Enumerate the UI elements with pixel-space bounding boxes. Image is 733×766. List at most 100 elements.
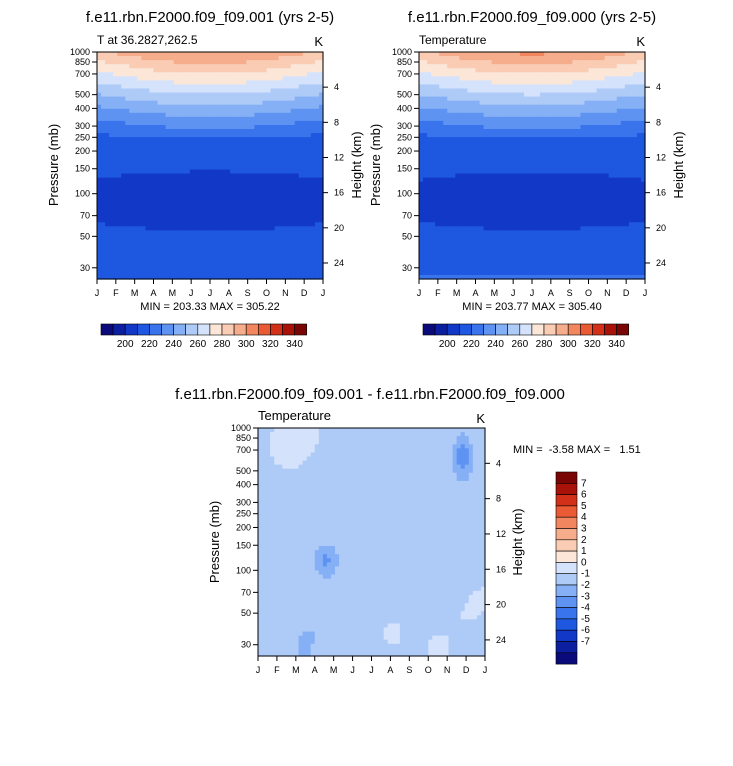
field-cell <box>628 56 634 61</box>
field-cell <box>278 254 284 260</box>
field-cell <box>544 52 549 57</box>
field-cell <box>153 189 159 195</box>
colorbar-tick-label: 200 <box>117 339 134 350</box>
field-cell <box>314 230 320 236</box>
field-cell <box>157 270 163 276</box>
field-cell <box>568 88 573 94</box>
field-cell <box>632 161 638 167</box>
field-cell <box>133 173 138 179</box>
field-cell <box>487 88 493 94</box>
field-cell <box>318 218 324 223</box>
field-cell <box>157 112 163 118</box>
field-cell <box>290 274 296 280</box>
field-cell <box>294 96 300 102</box>
field-cell <box>532 165 537 171</box>
field-cell <box>419 133 424 138</box>
field-cell <box>201 96 207 102</box>
field-cell <box>230 177 235 183</box>
field-cell <box>97 149 102 154</box>
field-cell <box>262 173 268 179</box>
field-cell <box>262 129 268 134</box>
field-cell <box>294 177 300 183</box>
field-cell <box>580 124 586 130</box>
field-cell <box>608 120 614 126</box>
field-cell <box>616 157 622 163</box>
field-cell <box>117 262 122 268</box>
field-cell <box>314 258 320 264</box>
field-cell <box>226 218 231 223</box>
field-cell <box>515 173 521 179</box>
field-cell <box>254 84 260 90</box>
field-cell <box>592 72 598 77</box>
field-cell <box>201 177 207 183</box>
field-cell <box>628 60 634 65</box>
field-cell <box>298 206 304 211</box>
field-cell <box>201 173 207 179</box>
field-cell <box>210 189 215 195</box>
field-cell <box>302 157 308 163</box>
field-cell <box>302 270 308 276</box>
field-cell <box>214 238 219 244</box>
field-cell <box>523 173 529 179</box>
field-cell <box>431 112 436 118</box>
field-cell <box>254 242 260 248</box>
field-cell <box>181 64 187 69</box>
field-cell <box>294 266 300 272</box>
field-cell <box>197 242 203 248</box>
field-cell <box>157 68 163 73</box>
field-cell <box>632 120 638 126</box>
field-cell <box>270 68 276 73</box>
field-cell <box>491 129 497 134</box>
field-cell <box>101 116 106 122</box>
field-cell <box>197 258 203 264</box>
field-cell <box>193 274 199 280</box>
field-cell <box>439 129 444 134</box>
panel-2-right-label: K <box>636 34 645 49</box>
field-cell <box>234 201 239 207</box>
field-cell <box>282 60 288 65</box>
field-cell <box>270 88 276 94</box>
field-cell <box>519 141 525 146</box>
field-cell <box>137 100 142 106</box>
field-cell <box>548 153 553 158</box>
field-cell <box>306 92 312 98</box>
panel-1-ylabel: Pressure (mb) <box>46 124 61 206</box>
field-cell <box>165 165 171 171</box>
field-cell <box>145 274 151 280</box>
field-cell <box>467 72 473 77</box>
field-cell <box>286 169 292 175</box>
field-cell <box>314 254 320 260</box>
field-cell <box>141 100 147 106</box>
field-cell <box>467 112 473 118</box>
field-cell <box>129 96 134 102</box>
field-cell <box>278 88 284 94</box>
field-cell <box>556 56 561 61</box>
field-cell <box>640 76 646 81</box>
field-cell <box>197 189 203 195</box>
field-cell <box>447 120 452 126</box>
field-cell <box>258 141 264 146</box>
field-cell <box>173 254 179 260</box>
field-cell <box>153 177 159 183</box>
field-cell <box>314 112 320 118</box>
colorbar-swatch <box>173 323 187 336</box>
field-cell <box>286 214 292 219</box>
field-cell <box>278 64 284 69</box>
field-cell <box>197 218 203 223</box>
field-cell <box>491 112 497 118</box>
field-cell <box>258 137 264 142</box>
field-cell <box>419 68 424 73</box>
field-cell <box>117 133 122 138</box>
field-cell <box>153 120 159 126</box>
field-cell <box>258 80 264 86</box>
field-cell <box>278 189 284 195</box>
field-cell <box>282 210 288 215</box>
field-cell <box>584 76 590 81</box>
field-cell <box>560 149 565 154</box>
field-cell <box>193 64 199 69</box>
field-cell <box>145 124 151 130</box>
field-cell <box>121 226 126 231</box>
field-cell <box>137 64 142 69</box>
field-cell <box>97 201 102 207</box>
field-cell <box>153 100 159 106</box>
